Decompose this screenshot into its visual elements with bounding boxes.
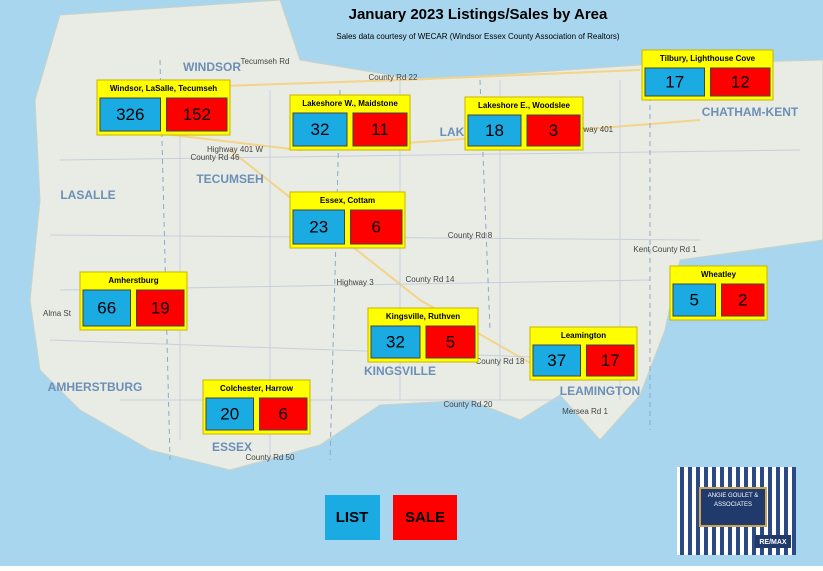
legend-list-text: LIST: [336, 509, 369, 526]
map-label: Alma St: [43, 309, 72, 318]
sales-value: 3: [549, 121, 558, 140]
area-name: Leamington: [561, 331, 606, 340]
area-name: Lakeshore E., Woodslee: [478, 101, 570, 110]
sales-value: 2: [738, 290, 747, 309]
legend-sale: [393, 495, 457, 540]
listings-cell: [644, 67, 705, 97]
area-name: Tilbury, Lighthouse Cove: [660, 54, 756, 63]
stripe: [696, 467, 700, 555]
sales-value: 5: [446, 332, 455, 351]
map-label: County Rd 20: [444, 400, 493, 409]
listings-value: 23: [309, 217, 328, 236]
map-label: Highway 3: [336, 278, 374, 287]
listings-value: 37: [547, 351, 566, 370]
listings-cell: [467, 114, 522, 147]
area-name: Windsor, LaSalle, Tecumseh: [110, 84, 217, 93]
sales-cell: [710, 67, 771, 97]
sales-cell: [425, 325, 476, 359]
sales-value: 19: [151, 298, 170, 317]
map-label: Kent County Rd 1: [633, 245, 697, 254]
listings-cell: [370, 325, 421, 359]
listings-cell: [532, 344, 581, 377]
stripe: [776, 467, 780, 555]
sales-value: 17: [601, 351, 620, 370]
listings-cell: [672, 283, 716, 317]
map-label: Highway 401: [567, 125, 614, 134]
map-label: Mersea Rd 1: [562, 407, 608, 416]
listings-value: 5: [690, 290, 699, 309]
sales-value: 11: [371, 120, 389, 139]
map-label: LAK: [440, 125, 465, 139]
map-label: LEAMINGTON: [560, 384, 640, 398]
map-label: County Rd 8: [448, 231, 493, 240]
sales-value: 6: [279, 404, 288, 423]
listings-value: 32: [386, 332, 405, 351]
map-label: CHATHAM-KENT: [702, 105, 799, 119]
map-label: LASALLE: [60, 188, 115, 202]
listings-cell: [99, 97, 161, 132]
area-name: Lakeshore W., Maidstone: [302, 99, 398, 108]
map-label: KINGSVILLE: [364, 364, 436, 378]
logo: ANGIE GOULET & ASSOCIATES RE/MAX: [677, 467, 796, 555]
legend-sale-text: SALE: [405, 509, 445, 526]
listings-value: 32: [311, 120, 330, 139]
sales-value: 152: [183, 105, 211, 124]
map-label: AMHERSTBURG: [48, 380, 143, 394]
listings-value: 326: [116, 105, 144, 124]
logo-name: ANGIE GOULET & ASSOCIATES: [707, 493, 759, 508]
sales-value: 6: [372, 217, 381, 236]
sales-cell: [586, 344, 635, 377]
listings-value: 66: [97, 298, 116, 317]
stripe: [688, 467, 692, 555]
map-label: County Rd 18: [476, 357, 525, 366]
map-label: TECUMSEH: [196, 172, 263, 186]
legend-list: [325, 495, 380, 540]
logo-brand: RE/MAX: [759, 539, 787, 546]
sales-value: 12: [731, 72, 750, 91]
map-label: County Rd 14: [406, 275, 455, 284]
area-name: Wheatley: [701, 270, 737, 279]
sales-cell: [350, 209, 403, 245]
stripe: [768, 467, 772, 555]
area-name: Essex, Cottam: [320, 196, 375, 205]
title: January 2023 Listings/Sales by Area: [349, 6, 608, 23]
stripe: [792, 467, 796, 555]
area-name: Amherstburg: [108, 276, 158, 285]
stripe: [784, 467, 788, 555]
sales-cell: [136, 289, 185, 327]
listings-value: 20: [220, 404, 239, 423]
listings-value: 18: [485, 121, 504, 140]
sales-cell: [526, 114, 581, 147]
sales-cell: [259, 397, 308, 431]
area-name: Kingsville, Ruthven: [386, 312, 460, 321]
map-label: County Rd 22: [369, 73, 418, 82]
stripe: [680, 467, 684, 555]
listings-cell: [82, 289, 131, 327]
map-label: ESSEX: [212, 440, 252, 454]
subtitle: Sales data courtesy of WECAR (Windsor Es…: [336, 32, 620, 41]
listings-cell: [205, 397, 254, 431]
map-label: County Rd 46: [191, 153, 240, 162]
map-label: WINDSOR: [183, 60, 241, 74]
listings-cell: [292, 209, 345, 245]
sales-cell: [352, 112, 408, 147]
sales-cell: [721, 283, 765, 317]
area-name: Colchester, Harrow: [220, 384, 294, 393]
map-label: Tecumseh Rd: [241, 57, 290, 66]
listings-value: 17: [665, 72, 684, 91]
map-label: Highway 401 W: [207, 145, 263, 154]
listings-cell: [292, 112, 348, 147]
sales-cell: [166, 97, 228, 132]
map-label: County Rd 50: [246, 453, 295, 462]
